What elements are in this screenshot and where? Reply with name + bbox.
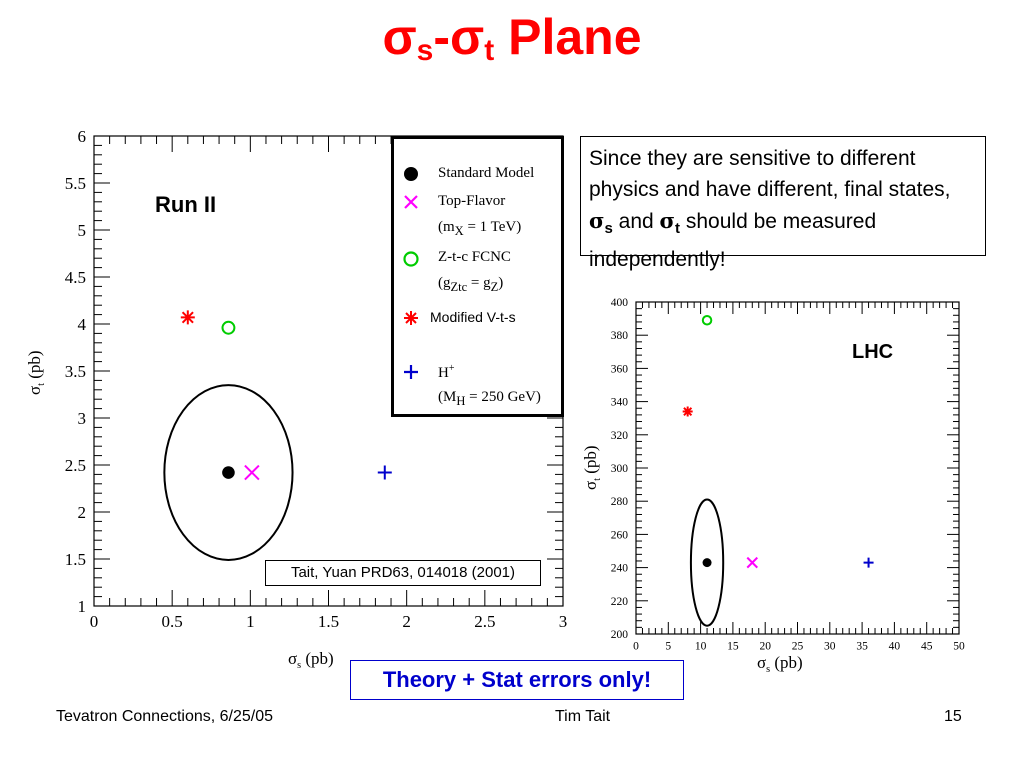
x-tick-label: 35 [856,641,868,653]
legend-h-label: H+ [438,363,455,381]
y-tick-label: 260 [611,529,629,541]
x-tick-label: 3 [559,612,568,631]
error-ellipse [689,498,725,627]
legend-tf-param: (mX = 1 TeV) [438,219,522,238]
legend-fcnc-param: (gZtc = gZ) [438,275,504,294]
y-tick-label: 3.5 [65,362,86,381]
x-tick-label: 0 [90,612,99,631]
x-tick-label: 2 [402,612,411,631]
x-tick-label: 1.5 [318,612,339,631]
y-tick-label: 300 [611,463,629,475]
y-tick-label: 380 [611,330,629,342]
y-tick-label: 3 [78,409,87,428]
x-tick-label: 0.5 [162,612,183,631]
x-tick-label: 10 [695,641,707,653]
x-tick-label: 20 [759,641,771,653]
legend-sm-label: Standard Model [438,165,535,181]
data-point-vts [682,406,693,417]
y-tick-label: 6 [78,127,87,146]
x-tick-label: 1 [246,612,255,631]
data-point-sm [222,466,235,479]
error-ellipse [163,384,294,561]
y-tick-label: 360 [611,363,629,375]
plot-frame [635,301,960,635]
y-tick-label: 320 [611,430,629,442]
data-point-top-flavor [244,464,260,481]
y-tick-label: 4.5 [65,268,86,287]
x-tick-label: 2.5 [474,612,495,631]
y-tick-label: 220 [611,596,629,608]
y-tick-label: 2.5 [65,456,86,475]
x-tick-label: 40 [889,641,901,653]
x-tick-label: 50 [953,641,965,653]
x-tick-label: 5 [665,641,671,653]
x-tick-label: 15 [727,641,739,653]
chart-annotation: LHC [852,341,893,363]
data-point-fcnc [221,320,236,335]
x-tick-label: 45 [921,641,933,653]
chart-annotation: Run II [155,192,216,217]
y-tick-label: 200 [611,629,629,641]
data-point-hplus [863,557,874,568]
data-point-vts [180,310,195,325]
y-tick-label: 280 [611,496,629,508]
errors-note-box: Theory + Stat errors only! [350,660,684,700]
x-tick-label: 30 [824,641,836,653]
y-axis-label: σt (pb) [25,350,47,395]
y-tick-label: 1 [78,597,87,616]
x-axis-label: σs (pb) [757,653,803,675]
y-tick-label: 340 [611,397,629,409]
y-tick-label: 4 [78,315,87,334]
data-point-fcnc [701,315,713,326]
footer-center: Tim Tait [555,708,611,725]
legend-dot-icon [404,167,418,181]
y-tick-label: 2 [78,503,87,522]
y-tick-label: 240 [611,563,629,575]
data-point-top-flavor [746,556,758,569]
x-tick-label: 0 [633,641,639,653]
chart-legend: Standard Model Top-Flavor (mX = 1 TeV) Z… [391,136,564,417]
footer-left: Tevatron Connections, 6/25/05 [56,708,274,725]
legend-x-icon [404,195,418,209]
page-title: σs-σt Plane [382,9,642,67]
y-axis-label: σt (pb) [581,445,603,490]
x-axis-label: σs (pb) [288,649,334,671]
legend-fcnc-label: Z-t-c FCNC [438,249,511,265]
x-tick-label: 25 [792,641,804,653]
y-tick-label: 400 [611,297,629,309]
footer-page-number: 15 [944,708,962,725]
note-box: Since they are sensitive to different ph… [580,136,986,271]
data-point-sm [702,558,712,568]
legend-circle-icon [403,251,419,267]
legend-plus-icon [404,365,418,379]
y-tick-label: 1.5 [65,550,86,569]
y-tick-label: 5 [78,221,87,240]
legend-h-param: (MH = 250 GeV) [438,389,541,408]
data-point-hplus [377,465,392,480]
y-tick-label: 5.5 [65,174,86,193]
citation-box: Tait, Yuan PRD63, 014018 (2001) [265,560,541,586]
legend-star-icon [404,311,418,325]
legend-vts-label: Modified V-t-s [430,309,516,325]
legend-tf-label: Top-Flavor [438,193,506,209]
